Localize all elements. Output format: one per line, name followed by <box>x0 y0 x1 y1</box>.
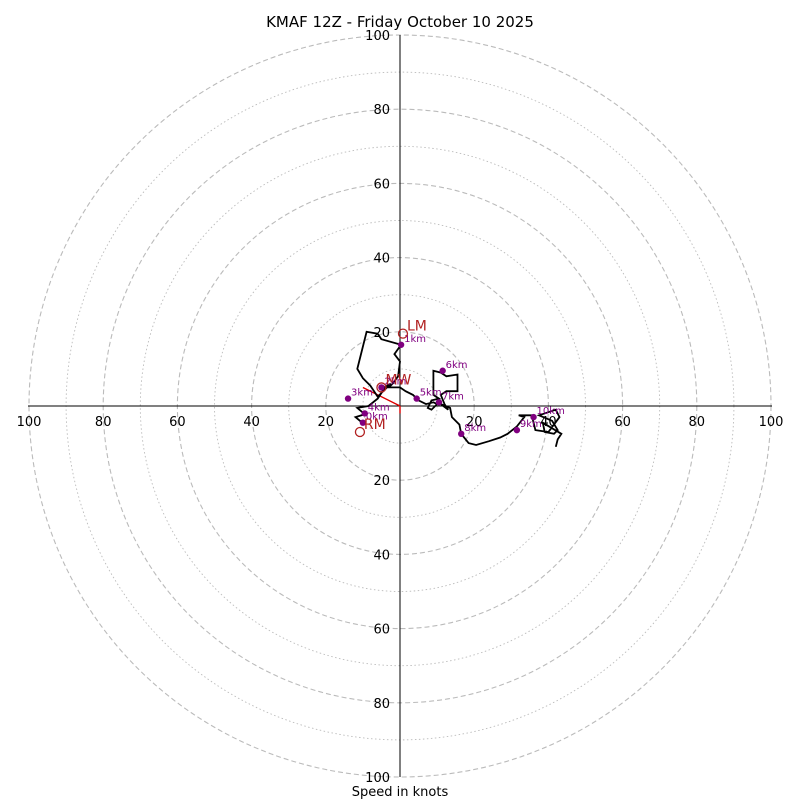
y-tick-label: 80 <box>373 697 390 712</box>
height-marker-label: 0km <box>366 412 388 423</box>
y-tick-label: 100 <box>365 29 390 44</box>
x-tick-labels: 100 80 60 40 20 20 40 60 80 100 <box>17 415 784 430</box>
height-marker-dot <box>344 395 352 402</box>
height-marker-label: 1km <box>404 334 426 345</box>
height-marker-label: 10km <box>537 406 565 417</box>
shear-vector <box>362 386 401 414</box>
y-tick-label: 60 <box>373 177 390 192</box>
x-tick-label: 60 <box>614 415 631 430</box>
y-tick-label: 40 <box>373 548 390 563</box>
height-marker-dot <box>359 419 367 426</box>
y-tick-label: 20 <box>373 326 390 341</box>
x-tick-label: 80 <box>95 415 112 430</box>
y-tick-label: 100 <box>365 771 390 786</box>
x-tick-label: 60 <box>169 415 186 430</box>
chart-title: KMAF 12Z - Friday October 10 2025 <box>266 13 534 31</box>
height-marker-dot <box>530 413 537 421</box>
x-tick-label: 80 <box>689 415 706 430</box>
height-marker-label: 6km <box>446 360 468 371</box>
x-tick-label: 40 <box>243 415 260 430</box>
storm-motion-circle <box>397 328 409 339</box>
x-axis-label: Speed in knots <box>352 785 449 800</box>
hodograph-trace <box>353 330 563 448</box>
height-marker-dot <box>435 399 443 406</box>
x-tick-label: 20 <box>466 415 483 430</box>
height-marker-label: 3km <box>351 388 373 399</box>
height-marker-label: 7km <box>442 391 464 402</box>
y-tick-labels: 100 80 60 40 20 20 40 60 80 100 <box>365 29 390 786</box>
x-tick-label: 100 <box>17 415 42 430</box>
height-marker-dot <box>361 410 368 417</box>
height-markers: 0km 1km 2km 3km 4km 5km 6km 7km 8km 9km 10km <box>344 334 565 438</box>
height-marker-label: 5km <box>420 388 442 399</box>
height-marker-dot <box>513 426 521 434</box>
y-tick-label: 40 <box>373 252 390 267</box>
height-marker-dot <box>397 341 405 348</box>
height-marker-label: 2km <box>384 376 406 387</box>
height-marker-dot <box>439 367 446 374</box>
shear-line-a <box>362 386 401 407</box>
height-marker-label: 4km <box>368 402 390 413</box>
storm-motion-circle <box>354 426 366 438</box>
height-marker-dot <box>378 384 385 391</box>
y-tick-label: 80 <box>373 103 390 118</box>
y-tick-label: 60 <box>373 623 390 638</box>
x-tick-label: 100 <box>759 415 784 430</box>
storm-motion-markers: LM MW RM <box>354 319 427 438</box>
storm-motion-label: LM <box>407 319 427 335</box>
height-marker-dot <box>413 395 420 402</box>
y-tick-label: 20 <box>373 474 390 489</box>
height-marker-label: 9km <box>520 419 542 430</box>
storm-motion-circle <box>376 382 387 393</box>
height-marker-label: 8km <box>464 423 486 434</box>
height-marker-dot <box>458 430 465 438</box>
storm-motion-label: MW <box>385 372 411 388</box>
storm-motion-label: RM <box>364 417 386 433</box>
x-tick-label: 20 <box>318 415 335 430</box>
